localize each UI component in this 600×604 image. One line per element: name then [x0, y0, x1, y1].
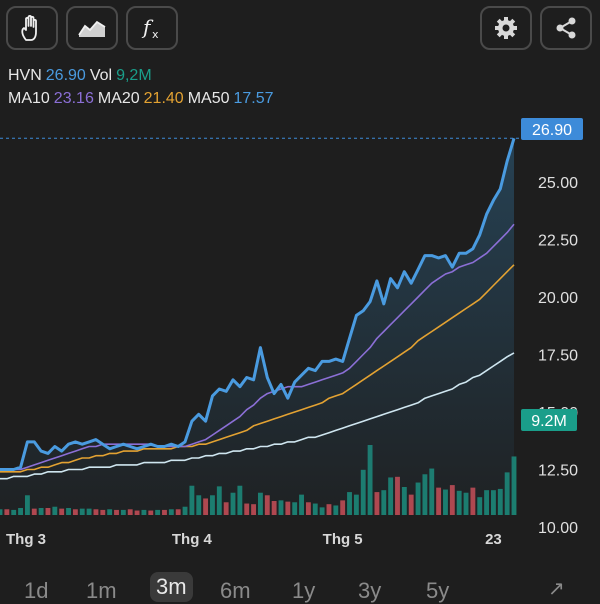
hvn-line [0, 137, 516, 471]
price-chart[interactable]: 10.0012.5015.0017.5020.0022.5025.0027.50… [0, 0, 600, 560]
ma20-value: 21.40 [143, 90, 184, 107]
price-area-fill [0, 138, 514, 516]
volume-badge-text: 9.2M [531, 413, 567, 430]
price-info-row: HVN 26.90 Vol 9,2M [8, 67, 156, 85]
area-chart-icon [78, 20, 106, 37]
y-tick-label: 12.50 [538, 463, 578, 480]
symbol-label: HVN [8, 67, 42, 84]
vol-value: 9,2M [116, 67, 152, 84]
x-tick-label: 23 [485, 531, 502, 548]
y-tick-label: 10.00 [538, 520, 578, 537]
y-tick-label: 17.50 [538, 348, 578, 365]
ma50-value: 17.57 [233, 90, 274, 107]
chart-type-button[interactable] [66, 6, 118, 50]
ma20-line [0, 264, 515, 473]
last-price-badge-text: 26.90 [532, 122, 572, 139]
y-tick-label: 20.00 [538, 290, 578, 307]
ma20-label: MA20 [97, 90, 140, 107]
x-tick-label: Thg 4 [172, 531, 213, 548]
ma10-label: MA10 [8, 90, 50, 107]
y-tick-label: 22.50 [538, 233, 578, 250]
expand-icon[interactable]: ↗ [548, 578, 565, 600]
y-tick-label: 25.00 [538, 175, 578, 192]
range-1d-button[interactable]: 1d [24, 578, 49, 603]
ma-info-row: MA10 23.16 MA20 21.40 MA50 17.57 [8, 90, 278, 108]
gear-icon [495, 17, 517, 39]
x-tick-label: Thg 3 [6, 531, 46, 548]
vol-label: Vol [89, 67, 113, 84]
ma50-label: MA50 [187, 90, 230, 107]
range-selector: 1d 1m 3m 6m 1y 3y 5y ↗ [0, 570, 600, 603]
x-tick-label: Thg 5 [323, 531, 363, 548]
range-3y-button[interactable]: 3y [358, 578, 382, 603]
share-button[interactable] [540, 6, 592, 50]
svg-text:x: x [152, 28, 159, 41]
range-6m-button[interactable]: 6m [220, 578, 251, 603]
ma10-line [0, 223, 515, 471]
range-3m-button[interactable]: 3m [150, 572, 193, 602]
volume-badge: 9.2M [521, 409, 577, 431]
range-5y-button[interactable]: 5y [426, 578, 450, 603]
settings-button[interactable] [480, 6, 532, 50]
last-price-badge: 26.90 [521, 118, 583, 140]
fx-function-icon: f x [141, 15, 159, 41]
hand-tool-button[interactable] [6, 6, 58, 50]
ma10-value: 23.16 [53, 90, 94, 107]
indicators-button[interactable]: f x [126, 6, 178, 50]
price-value: 26.90 [45, 67, 86, 84]
range-1m-button[interactable]: 1m [86, 578, 117, 603]
ma50-line [0, 352, 515, 480]
hand-pointer-icon [21, 14, 37, 41]
range-1y-button[interactable]: 1y [292, 578, 316, 603]
share-icon [556, 17, 576, 39]
